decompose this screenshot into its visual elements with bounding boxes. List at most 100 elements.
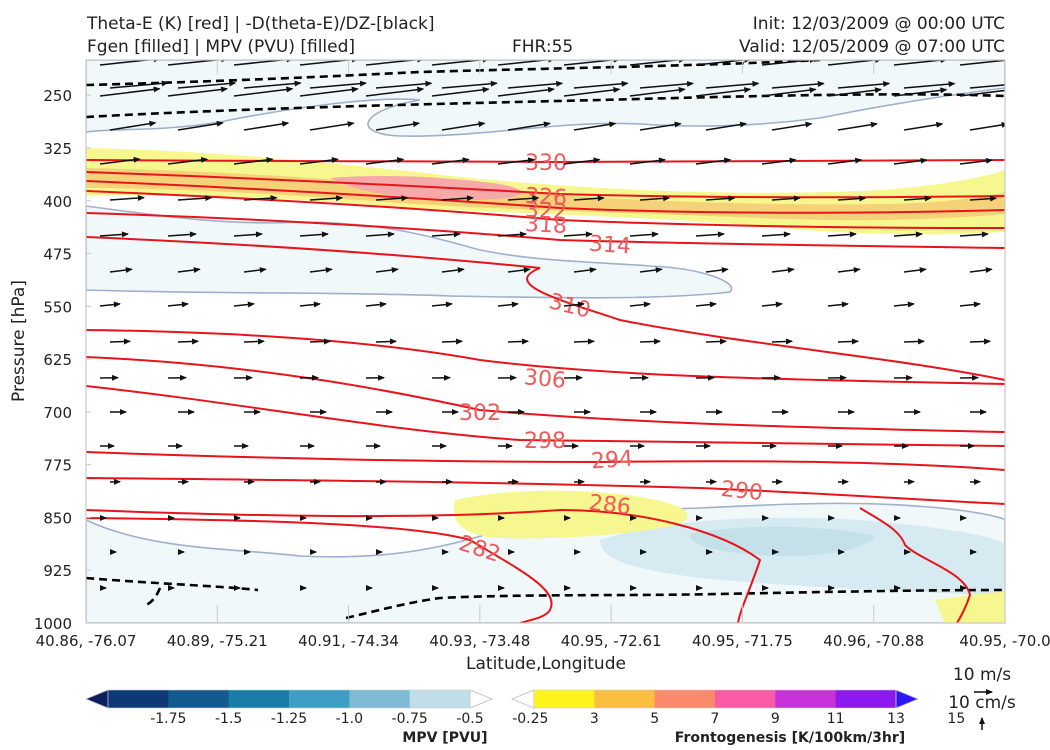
wind-vector: [903, 121, 944, 131]
theta-e-line-286: [86, 508, 762, 623]
wind-vector: [309, 121, 355, 131]
colorbar-tick-label: 5: [650, 711, 659, 727]
wind-vector: [969, 338, 991, 345]
wind-vector: [299, 86, 359, 97]
colorbar-swatch: [289, 690, 350, 708]
wind-vector: [109, 120, 157, 131]
y-tick-label: 475: [43, 246, 72, 264]
wind-vector: [969, 267, 993, 274]
wind-vector: [299, 157, 339, 165]
dthetae-dz-contours: [86, 60, 1005, 620]
wind-vector: [639, 195, 671, 202]
colorbar-swatch: [534, 690, 595, 708]
wind-vector: [167, 231, 197, 238]
theta-e-label: 322: [524, 198, 567, 225]
x-axis-label: Latitude,Longitude: [466, 654, 626, 674]
wind-vector: [441, 338, 463, 345]
wind-vector: [299, 60, 359, 66]
wind-vector: [109, 267, 133, 274]
colorbar-extend-left: [84, 689, 109, 709]
wind-vector: [243, 195, 278, 202]
wind-vector: [827, 157, 863, 165]
wind-vector: [573, 121, 617, 131]
wind-vector: [375, 121, 421, 131]
wind-vector: [233, 301, 255, 308]
wind-vector: [903, 81, 956, 89]
wind-vector: [761, 87, 817, 97]
theta-e-line-318: [86, 190, 1005, 229]
wind-vector: [365, 301, 387, 308]
wind-vector: [309, 267, 333, 274]
y-tick-label: 400: [43, 193, 72, 211]
theta-e-label: 298: [524, 429, 566, 454]
y-tick-label: 1000: [34, 615, 72, 633]
chart-title-line2: Fgen [filled] | MPV (PVU) [filled]: [87, 37, 356, 57]
wind-vector: [99, 301, 121, 308]
wind-vector: [837, 81, 891, 89]
colorbar-swatch: [409, 690, 471, 708]
wind-vector: [375, 80, 433, 89]
wind-vector: [639, 80, 694, 89]
wind-vector: [827, 301, 849, 308]
x-tick-label: 40.89, -75.21: [167, 632, 268, 650]
wind-vector: [177, 120, 224, 131]
wind-vector: [969, 121, 1005, 131]
wind-vectors: [99, 60, 1005, 591]
x-tick-label: 40.86, -76.07: [36, 632, 137, 650]
y-tick-label: 550: [43, 298, 72, 316]
wind-vector: [167, 86, 228, 97]
theta-e-label: 330: [525, 151, 567, 176]
colorbar-extend-left: [510, 689, 535, 709]
frontogenesis-colorbar-label: Frontogenesis [K/100km/3hr]: [675, 730, 905, 746]
mpv-fill: [86, 60, 1005, 623]
wind-vector: [563, 157, 601, 165]
colorbar-extend-right: [469, 689, 494, 709]
colorbar-extend-right: [895, 689, 920, 709]
wind-vector: [893, 157, 928, 165]
wind-vector: [507, 80, 564, 89]
vector-key-speed: 10 m/s: [953, 665, 1011, 685]
colorbar-tick-label: -0.25: [512, 711, 548, 727]
y-axis-label: Pressure [hPa]: [9, 280, 29, 402]
wind-vector: [903, 338, 925, 345]
theta-e-line-322: [86, 180, 1005, 214]
wind-vector: [109, 338, 131, 345]
wind-vector: [893, 301, 915, 308]
wind-vector: [309, 195, 344, 202]
theta-e-line-302: [86, 356, 1005, 433]
wind-vector: [507, 195, 540, 202]
frontogenesis-colorbar: 3 5 7 9 11 13 15: [510, 689, 965, 727]
wind-vector: [629, 157, 666, 165]
wind-vector: [573, 80, 629, 89]
wind-vector: [497, 157, 536, 165]
theta-e-line-310: [86, 236, 1005, 381]
wind-vector: [761, 301, 783, 308]
wind-vector: [563, 86, 621, 97]
wind-vector: [959, 301, 981, 308]
wind-vector: [99, 60, 161, 66]
theta-e-line-298: [86, 385, 1005, 447]
wind-vector: [497, 301, 519, 308]
wind-vector: [309, 80, 367, 89]
wind-vector: [431, 301, 453, 308]
wind-vector: [375, 338, 397, 345]
wind-vector: [969, 84, 1005, 89]
y-tick-label: 700: [43, 404, 72, 422]
wind-vector: [903, 267, 927, 274]
wind-vector: [365, 86, 425, 97]
wind-vector: [771, 195, 801, 202]
theta-e-label: 286: [587, 491, 632, 521]
wind-vector: [771, 121, 813, 131]
wind-vector: [167, 60, 229, 66]
wind-vector: [375, 267, 399, 274]
wind-vector: [695, 231, 725, 238]
colorbar-tick-label: -0.5: [456, 711, 483, 727]
wind-vector: [761, 231, 791, 238]
theta-e-line-326: [86, 171, 1005, 199]
wind-vector: [959, 89, 1005, 97]
theta-e-label: 314: [588, 232, 632, 260]
wind-vector: [573, 195, 605, 202]
wind-vector: [563, 231, 593, 238]
y-tick-label: 925: [43, 562, 72, 580]
colorbar-tick-label: 15: [947, 711, 965, 727]
